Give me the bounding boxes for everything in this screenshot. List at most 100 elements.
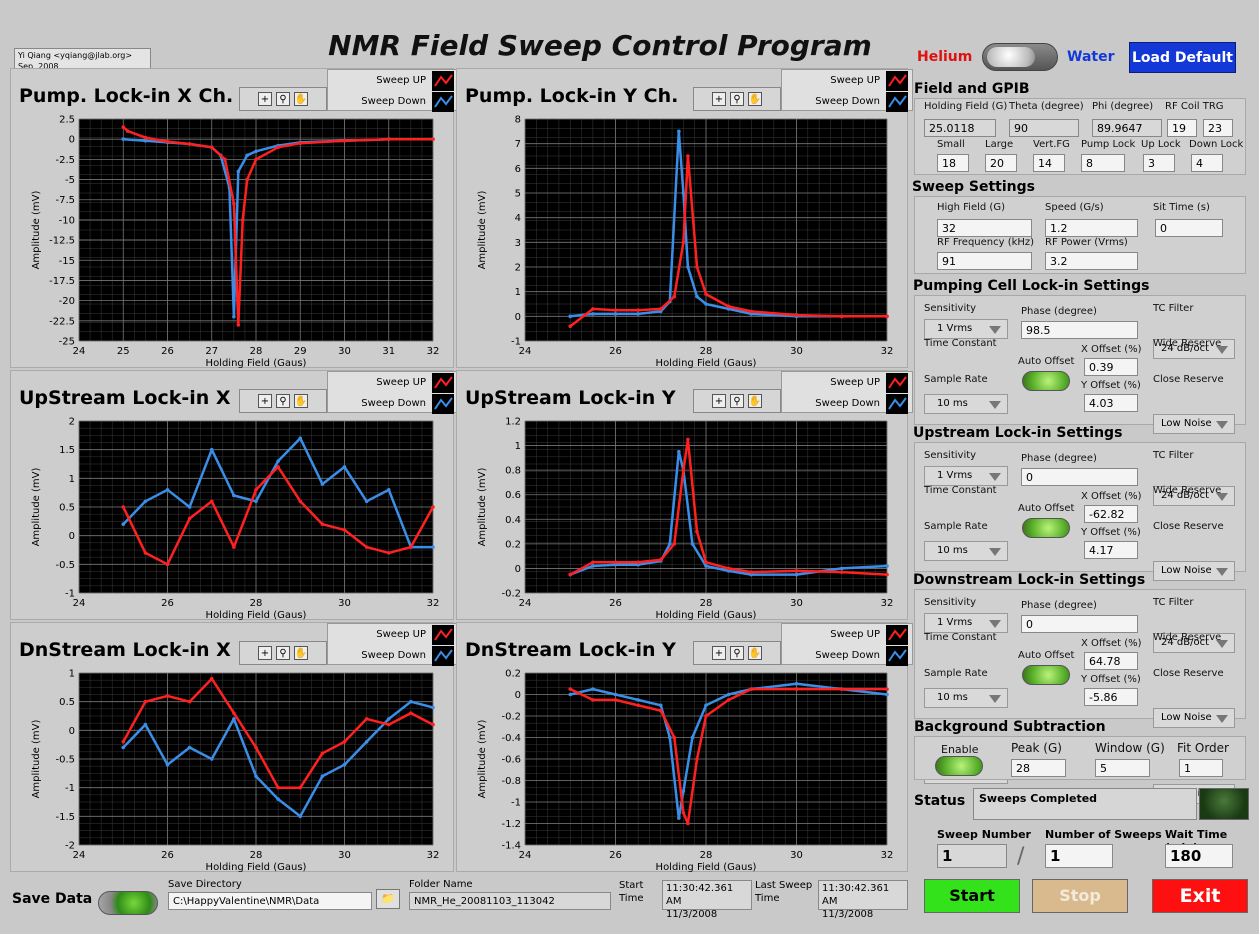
pan-hand-icon[interactable]: ✋: [748, 646, 762, 660]
load-default-button[interactable]: Load Default: [1129, 42, 1236, 73]
rf-power-input[interactable]: 3.2: [1045, 252, 1138, 270]
rf-frequency-input[interactable]: 91: [937, 252, 1032, 270]
upstream-lockin-tc-filter-select[interactable]: 24 dB/oct: [1153, 486, 1235, 506]
downstream-lockin-wide-reserve-select[interactable]: Low Noise: [1153, 708, 1235, 728]
sweep-down-point: [591, 564, 595, 568]
num-sweeps-input[interactable]: 1: [1045, 844, 1113, 868]
down-lock-value[interactable]: 4: [1191, 154, 1223, 172]
crosshair-icon[interactable]: +: [258, 394, 272, 408]
small-value[interactable]: 18: [937, 154, 969, 172]
fit-order-input[interactable]: 1: [1179, 759, 1223, 777]
pump-lockin-auto-offset-toggle[interactable]: [1022, 371, 1070, 391]
downstream-lockin-time-constant-select[interactable]: 10 ms: [924, 688, 1008, 708]
crosshair-icon[interactable]: +: [712, 646, 726, 660]
upstream-lockin-x-plot[interactable]: 24 26 28 30 32 2 1.5 1 0.5 0 -0.5 -1 Holding Field (…: [11, 415, 455, 622]
num-sweeps-label: Number of Sweeps: [1045, 828, 1162, 841]
zoom-icon[interactable]: ⚲: [730, 646, 744, 660]
zoom-icon[interactable]: ⚲: [276, 92, 290, 106]
pan-hand-icon[interactable]: ✋: [294, 646, 308, 660]
upstream-lockin-phase-input[interactable]: 0: [1021, 468, 1138, 486]
pan-hand-icon[interactable]: ✋: [294, 394, 308, 408]
y-tick-label: -1.5: [55, 812, 75, 823]
x-tick-label: 32: [881, 598, 894, 609]
last-sweep-date: 11/3/2008: [822, 909, 874, 920]
rf-coil-value-1[interactable]: 19: [1167, 119, 1197, 137]
downstream-lockin-tc-filter-select[interactable]: 24 dB/oct: [1153, 633, 1235, 653]
pan-hand-icon[interactable]: ✋: [294, 92, 308, 106]
crosshair-icon[interactable]: +: [712, 394, 726, 408]
switch-knob: [987, 47, 1035, 67]
sweep-up-point: [143, 135, 148, 140]
upstream-lockin-sensitivity-select[interactable]: 1 Vrms: [924, 466, 1008, 486]
pump-lockin-time-constant-select[interactable]: 10 ms: [924, 394, 1008, 414]
sweep-up-point: [223, 157, 227, 162]
dnstream-lockin-x-plot[interactable]: 24 26 28 30 32 1 0.5 0 -0.5 -1 -1.5 -2 Holding Field…: [11, 667, 455, 874]
crosshair-icon[interactable]: +: [712, 92, 726, 106]
sweep-up-point: [695, 265, 699, 269]
sweep-up-point: [885, 314, 889, 319]
save-data-toggle[interactable]: [98, 891, 158, 915]
upstream-lockin-y-offset-input[interactable]: 4.17: [1084, 541, 1138, 559]
upstream-lockin-wide-reserve-select[interactable]: Low Noise: [1153, 561, 1235, 581]
pump-lockin-sensitivity-select[interactable]: 1 Vrms: [924, 319, 1008, 339]
downstream-lockin-x-offset-input[interactable]: 64.78: [1084, 652, 1138, 670]
downstream-lockin-y-offset-input[interactable]: -5.86: [1084, 688, 1138, 706]
upstream-lockin-x-offset-input[interactable]: -62.82: [1084, 505, 1138, 523]
upstream-lockin-wide-reserve-label: Wide Reserve: [1153, 485, 1222, 496]
zoom-icon[interactable]: ⚲: [276, 394, 290, 408]
peak-input[interactable]: 28: [1011, 759, 1066, 777]
start-button[interactable]: Start: [924, 879, 1020, 913]
sweep-down-point: [681, 789, 686, 794]
downstream-lockin-phase-input[interactable]: 0: [1021, 615, 1138, 633]
sit-time-input[interactable]: 0: [1155, 219, 1223, 237]
zoom-icon[interactable]: ⚲: [730, 92, 744, 106]
stop-button[interactable]: Stop: [1032, 879, 1128, 913]
exit-button[interactable]: Exit: [1152, 879, 1248, 913]
rf-coil-label: RF Coil TRG: [1165, 101, 1224, 112]
large-value[interactable]: 20: [985, 154, 1017, 172]
downstream-lockin-sensitivity-select[interactable]: 1 Vrms: [924, 613, 1008, 633]
high-field-input[interactable]: 32: [937, 219, 1032, 237]
pump-lockin-phase-input[interactable]: 98.5: [1021, 321, 1138, 339]
zoom-icon[interactable]: ⚲: [276, 646, 290, 660]
crosshair-icon[interactable]: +: [258, 92, 272, 106]
pan-hand-icon[interactable]: ✋: [748, 394, 762, 408]
sweep-down-point: [165, 488, 170, 492]
y-tick-label: -1.2: [501, 819, 521, 830]
x-tick-label: 26: [161, 850, 174, 861]
helium-water-switch[interactable]: [982, 43, 1058, 71]
x-tick-label: 26: [609, 346, 622, 357]
x-axis-label: Holding Field (Gaus): [656, 862, 757, 873]
up-lock-value[interactable]: 3: [1143, 154, 1175, 172]
y-tick-label: 0: [69, 531, 75, 542]
upstream-lockin-y-plot[interactable]: 24 26 28 30 32 1.2 1 0.8 0.6 0.4 0.2 0 -0.2 Holding F…: [457, 415, 909, 622]
pump-lockin-y-offset-input[interactable]: 4.03: [1084, 394, 1138, 412]
dnstream-lockin-y-plot[interactable]: 24 26 28 30 32 0.2 0 -0.2 -0.4 -0.6 -0.8 -1 -1.2 -1.4…: [457, 667, 909, 874]
upstream-lockin-auto-offset-toggle[interactable]: [1022, 518, 1070, 538]
pump-lock-value[interactable]: 8: [1081, 154, 1125, 172]
enable-toggle[interactable]: [935, 756, 983, 776]
vert-fg-value[interactable]: 14: [1033, 154, 1065, 172]
pump-lockin-x-offset-input[interactable]: 0.39: [1084, 358, 1138, 376]
pan-hand-icon[interactable]: ✋: [748, 92, 762, 106]
legend-up-label: Sweep UP: [830, 377, 880, 388]
pump-lockin-x-plot[interactable]: 24 25 26 27 28 29 30 31 32 2.5 0 -2.5 -5 -7.5 -10 -12.5…: [11, 113, 455, 370]
sweep-up-point: [342, 528, 347, 532]
upstream-lockin-x-toolbar: + ⚲ ✋: [239, 389, 327, 413]
upstream-lockin-x-offset-label: X Offset (%): [1081, 491, 1142, 502]
wait-time-input[interactable]: 180: [1165, 844, 1233, 868]
upstream-lockin-time-constant-select[interactable]: 10 ms: [924, 541, 1008, 561]
zoom-icon[interactable]: ⚲: [730, 394, 744, 408]
y-axis-label: Amplitude (mV): [31, 467, 42, 546]
pump-lockin-wide-reserve-select[interactable]: Low Noise: [1153, 414, 1235, 434]
rf-coil-value-2[interactable]: 23: [1203, 119, 1233, 137]
pump-lockin-tc-filter-select[interactable]: 24 dB/oct: [1153, 339, 1235, 359]
downstream-lockin-auto-offset-toggle[interactable]: [1022, 665, 1070, 685]
save-directory-input[interactable]: C:\HappyValentine\NMR\Data: [168, 892, 372, 910]
window-input[interactable]: 5: [1095, 759, 1150, 777]
browse-folder-icon[interactable]: 📁: [376, 889, 400, 909]
speed-input[interactable]: 1.2: [1045, 219, 1138, 237]
sweep-down-point: [431, 545, 435, 549]
crosshair-icon[interactable]: +: [258, 646, 272, 660]
